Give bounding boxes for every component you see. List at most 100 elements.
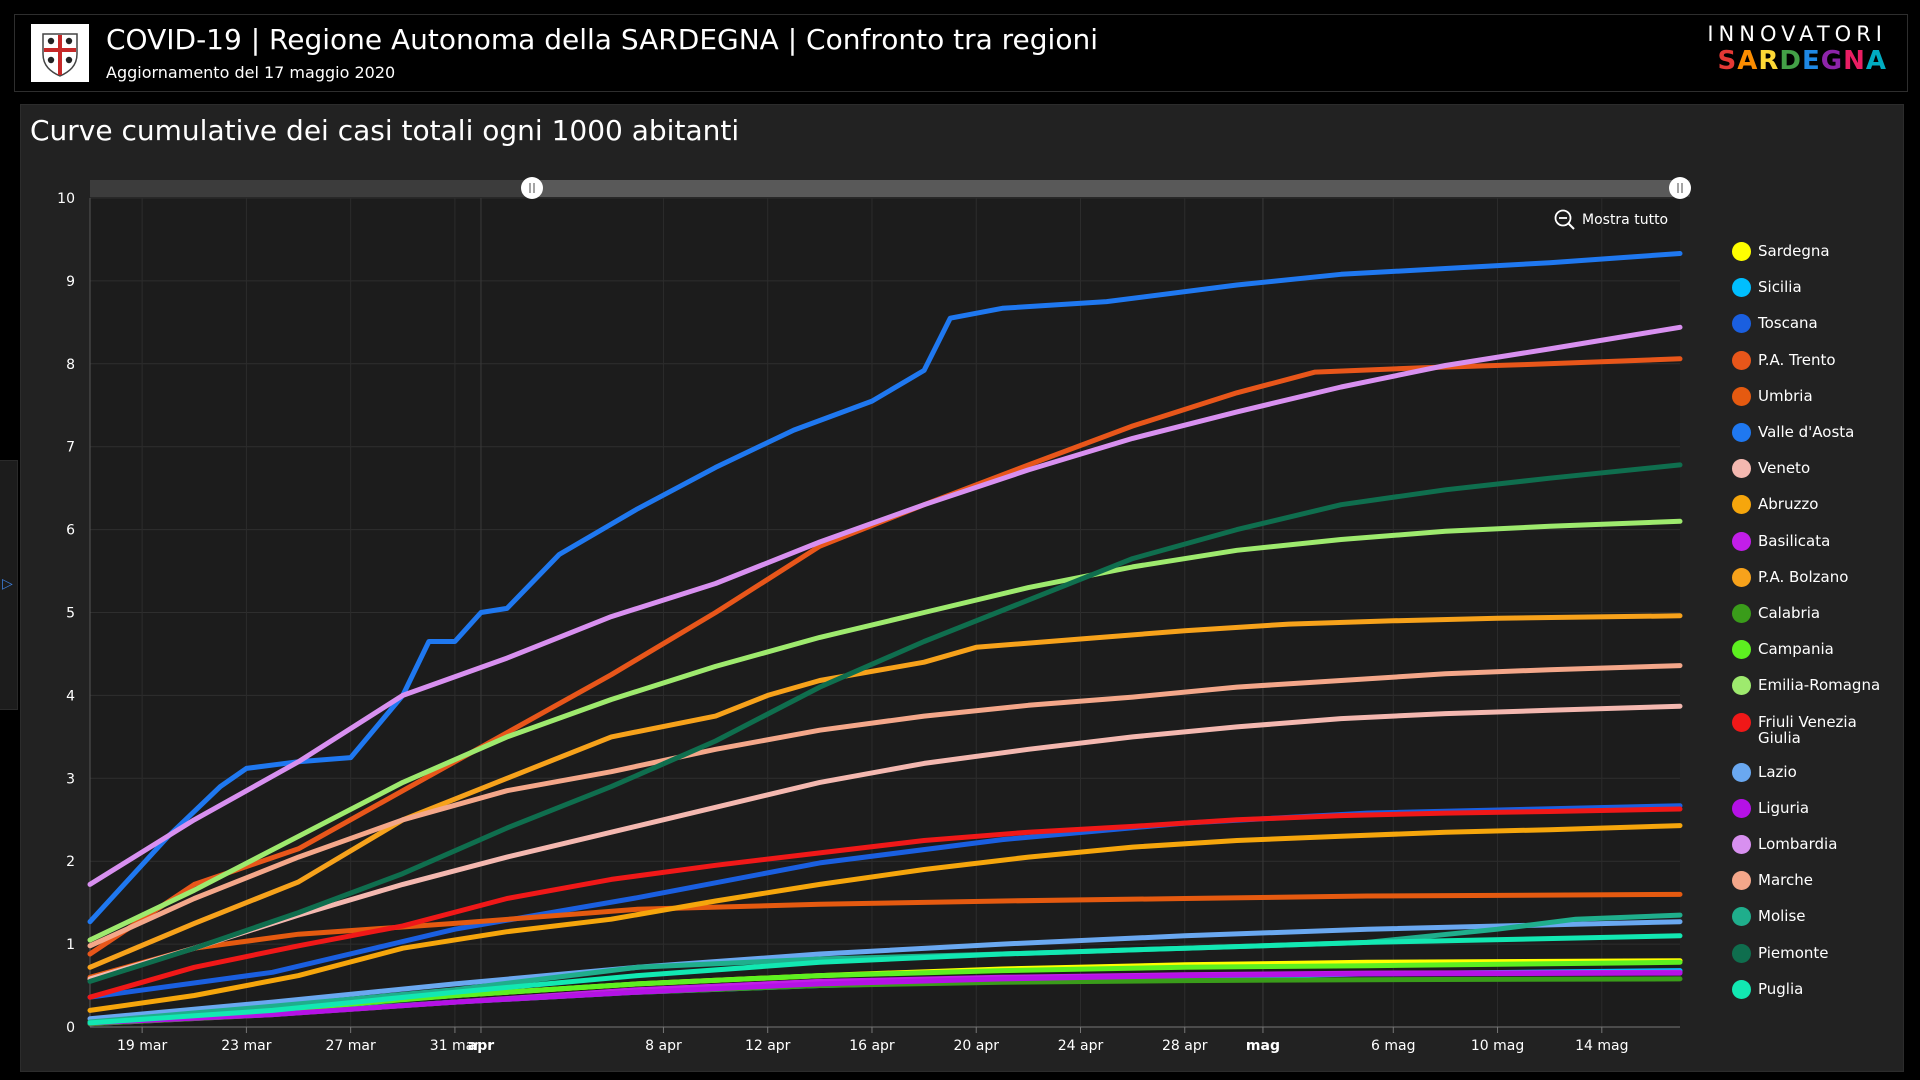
series-line[interactable] [87, 970, 1683, 1026]
zoom-selection[interactable] [532, 180, 1680, 197]
legend-item[interactable]: Umbria [1732, 386, 1888, 406]
brand-letter: A [1737, 46, 1759, 76]
legend-item[interactable]: Campania [1732, 640, 1888, 660]
region-logo [31, 24, 89, 82]
legend-swatch [1732, 907, 1751, 927]
series-line[interactable] [87, 462, 1683, 984]
legend-swatch [1732, 531, 1751, 551]
y-tick-label: 2 [66, 854, 75, 870]
legend-swatch [1732, 495, 1751, 515]
legend-item[interactable]: Molise [1732, 907, 1888, 927]
brand-top-text: INNOVATORI [1707, 22, 1887, 46]
legend-swatch [1732, 314, 1751, 334]
brand-letter: D [1779, 46, 1802, 76]
series-line[interactable] [87, 806, 1683, 1000]
y-tick-label: 6 [66, 523, 75, 539]
legend-swatch [1732, 278, 1751, 298]
legend-item[interactable]: Emilia-Romagna [1732, 676, 1888, 696]
legend-label: Friuli Venezia Giulia [1758, 712, 1857, 747]
series-line[interactable] [87, 663, 1683, 949]
legend-label: Sicilia [1758, 278, 1802, 297]
legend-item[interactable]: Valle d'Aosta [1732, 423, 1888, 442]
legend-swatch [1732, 604, 1751, 623]
legend-item[interactable]: P.A. Bolzano [1732, 567, 1888, 587]
legend-label: P.A. Trento [1758, 350, 1836, 369]
legend-swatch [1732, 835, 1751, 854]
legend-item[interactable]: P.A. Trento [1732, 350, 1888, 370]
series-line[interactable] [87, 324, 1683, 887]
x-tick-label: 12 apr [745, 1038, 791, 1054]
series-line[interactable] [87, 891, 1683, 980]
legend-swatch [1732, 350, 1751, 370]
series-line[interactable] [87, 933, 1683, 1026]
legend-swatch [1732, 567, 1751, 587]
y-tick-label: 10 [57, 191, 75, 207]
legend-item[interactable]: Marche [1732, 871, 1888, 891]
legend-item[interactable]: Friuli Venezia Giulia [1732, 712, 1888, 747]
y-tick-label: 5 [66, 606, 75, 622]
x-tick-label: 10 mag [1471, 1038, 1524, 1054]
series-line[interactable] [87, 919, 1683, 1022]
legend-swatch [1732, 712, 1751, 732]
legend-label: Emilia-Romagna [1758, 676, 1881, 695]
legend-item[interactable]: Liguria [1732, 798, 1888, 818]
legend-item[interactable]: Lazio [1732, 762, 1888, 782]
series-lines [87, 251, 1683, 1027]
legend-swatch [1732, 242, 1751, 261]
legend-label: P.A. Bolzano [1758, 567, 1849, 586]
y-tick-label: 8 [66, 357, 75, 373]
legend-label: Marche [1758, 871, 1813, 890]
brand-letter: R [1758, 46, 1780, 76]
x-tick-label: mag [1246, 1038, 1280, 1054]
x-tick-label: 6 mag [1371, 1038, 1415, 1054]
zoom-handle-right[interactable] [1669, 177, 1691, 199]
brand-letter: E [1802, 46, 1821, 76]
series-line[interactable] [87, 703, 1683, 982]
app-header: COVID-19 | Regione Autonoma della SARDEG… [14, 14, 1908, 92]
legend-label: Liguria [1758, 798, 1810, 817]
legend-item[interactable]: Piemonte [1732, 943, 1888, 963]
brand-bottom-text: SARDEGNA [1707, 48, 1887, 74]
legend-item[interactable]: Abruzzo [1732, 495, 1888, 515]
last-update-subtitle: Aggiornamento del 17 maggio 2020 [106, 63, 396, 82]
legend-label: Lombardia [1758, 835, 1838, 853]
legend-item[interactable]: Puglia [1732, 979, 1888, 999]
legend-label: Veneto [1758, 459, 1811, 478]
legend-swatch [1732, 943, 1751, 963]
zoom-handle-left[interactable] [521, 177, 543, 199]
legend-label: Abruzzo [1758, 495, 1819, 514]
legend-label: Molise [1758, 907, 1806, 926]
legend-swatch [1732, 676, 1751, 696]
legend-swatch [1732, 762, 1751, 782]
expand-side-panel-tab[interactable]: ▷ [0, 460, 18, 710]
series-line[interactable] [87, 518, 1683, 943]
legend-item[interactable]: Veneto [1732, 459, 1888, 479]
legend-label: Calabria [1758, 604, 1821, 622]
series-line[interactable] [87, 823, 1683, 1013]
reset-zoom-button[interactable]: Mostra tutto [1554, 209, 1668, 231]
brand-letter: N [1843, 46, 1866, 76]
series-line[interactable] [87, 613, 1683, 970]
x-tick-label: 24 apr [1058, 1038, 1104, 1054]
zoom-out-icon [1554, 209, 1575, 230]
innovatori-sardegna-logo: INNOVATORI SARDEGNA [1707, 22, 1887, 75]
x-tick-label: 20 apr [953, 1038, 999, 1054]
legend-item[interactable]: Calabria [1732, 604, 1888, 623]
legend-item[interactable]: Basilicata [1732, 531, 1888, 551]
legend-swatch [1732, 979, 1751, 999]
page-title: COVID-19 | Regione Autonoma della SARDEG… [106, 23, 1098, 56]
legend-label: Toscana [1758, 314, 1818, 333]
x-tick-label: 14 mag [1575, 1038, 1628, 1054]
legend-item[interactable]: Lombardia [1732, 835, 1888, 854]
legend-item[interactable]: Sardegna [1732, 242, 1888, 261]
legend-label: Basilicata [1758, 531, 1831, 550]
zoom-scrollbar[interactable] [90, 177, 1691, 199]
x-tick-label: 16 apr [849, 1038, 895, 1054]
y-tick-label: 1 [66, 937, 75, 953]
legend-item[interactable]: Sicilia [1732, 278, 1888, 298]
legend-item[interactable]: Toscana [1732, 314, 1888, 334]
legend-label: Sardegna [1758, 242, 1830, 260]
x-tick-label: 31 mar [430, 1038, 480, 1054]
